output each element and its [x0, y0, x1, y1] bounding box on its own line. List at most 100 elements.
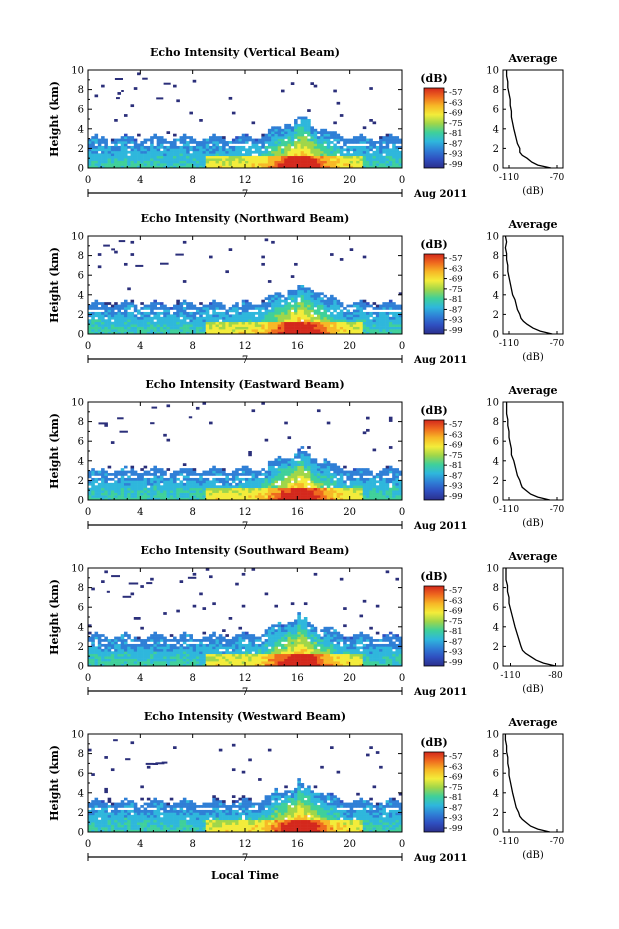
heatmap-cell — [127, 316, 131, 320]
heatmap-cell — [91, 145, 95, 149]
heatmap-cell — [231, 316, 236, 320]
heatmap-cell — [123, 495, 128, 498]
heatmap-cell — [398, 304, 403, 308]
heatmap-cell — [195, 307, 200, 310]
heatmap-cell — [218, 477, 223, 481]
heatmap-cell — [258, 153, 262, 157]
heatmap-cell — [195, 143, 200, 147]
heatmap-cell — [163, 653, 167, 657]
x-tick-label: 20 — [343, 175, 356, 186]
heatmap-cell — [88, 331, 92, 335]
heatmap-cell — [287, 297, 292, 300]
heatmap-cell — [166, 651, 171, 655]
heatmap-cell — [205, 651, 210, 655]
heatmap-cell — [104, 661, 108, 664]
heatmap-cell — [290, 299, 295, 303]
heatmap-cell — [333, 143, 337, 147]
heatmap-cell — [280, 468, 285, 471]
heatmap-cell — [130, 331, 135, 335]
heatmap-cell — [349, 319, 354, 323]
heatmap-cells — [88, 72, 403, 169]
heatmap-cell — [186, 663, 190, 667]
heatmap-cell — [339, 319, 344, 323]
heatmap-cell — [199, 326, 203, 330]
heatmap-cell — [120, 477, 125, 481]
heatmap-cell — [366, 331, 370, 335]
heatmap-cell — [261, 302, 265, 305]
heatmap-cell — [366, 480, 370, 484]
heatmap-cell — [277, 468, 282, 471]
heatmap-cell — [366, 163, 370, 166]
heatmap-cell — [392, 480, 396, 484]
heatmap-cell — [94, 487, 99, 491]
heatmap-cell — [107, 658, 112, 662]
heatmap-cell — [176, 155, 180, 159]
colorbar-tick-label: -69 — [449, 109, 463, 119]
heatmap-cell — [182, 646, 187, 650]
heatmap-cell — [258, 663, 262, 667]
heatmap-cell — [271, 468, 275, 471]
heatmap-cell — [133, 663, 138, 667]
heatmap-cell — [179, 648, 184, 652]
heatmap-cell — [333, 331, 337, 335]
heatmap-cell — [186, 153, 190, 157]
heatmap-cell — [231, 165, 236, 169]
heatmap-cell — [166, 131, 171, 134]
heatmap-cell — [238, 634, 243, 637]
heatmap-cell — [202, 165, 207, 169]
heatmap-cell — [117, 492, 122, 496]
heatmap-cell — [258, 321, 262, 325]
heatmap-cell — [173, 304, 177, 308]
heatmap-cell — [254, 163, 259, 166]
heatmap-cell — [205, 663, 210, 667]
heatmap-cell — [271, 136, 275, 139]
heatmap-cell — [307, 148, 311, 152]
heatmap-cell — [231, 487, 236, 491]
heatmap-cell — [104, 148, 108, 152]
heatmap-cell — [143, 331, 148, 335]
heatmap-cell — [94, 636, 99, 640]
heatmap-cell — [287, 158, 292, 161]
heatmap-cell — [212, 314, 216, 318]
heatmap-cell — [130, 651, 135, 655]
heatmap-cell — [366, 158, 370, 161]
heatmap-cell — [303, 646, 308, 650]
heatmap-cell — [280, 304, 285, 308]
heatmap-cell — [114, 319, 118, 323]
heatmap-cell — [123, 307, 128, 310]
heatmap-cell — [120, 304, 125, 308]
heatmap-cell — [163, 82, 171, 85]
heatmap-cell — [326, 329, 331, 332]
heatmap-cell — [313, 324, 318, 327]
heatmap-cell — [140, 585, 144, 588]
heatmap-cell — [287, 150, 292, 154]
heatmap-cell — [218, 150, 223, 154]
heatmap-cell — [261, 304, 265, 308]
colorbar-tick-label: -63 — [449, 430, 463, 440]
heatmap-cell — [117, 92, 122, 95]
heatmap-cell — [228, 331, 233, 335]
heatmap-cell — [225, 490, 229, 493]
heatmap-cell — [107, 477, 112, 481]
heatmap-cell — [156, 155, 161, 159]
heatmap-cell — [303, 314, 308, 318]
heatmap-cell — [235, 482, 239, 486]
heatmap-cell — [267, 158, 272, 161]
heatmap-cell — [199, 143, 203, 147]
heatmap-cell — [264, 629, 269, 632]
heatmap-cell — [372, 160, 377, 164]
heatmap-cell — [101, 648, 105, 652]
heatmap-cell — [173, 153, 177, 157]
heatmap-cell — [307, 624, 311, 628]
heatmap-cell — [202, 326, 207, 330]
heatmap-cell — [130, 465, 135, 469]
heatmap-cell — [107, 158, 112, 161]
heatmap-cell — [303, 311, 308, 315]
heatmap-cell — [336, 321, 341, 325]
heatmap-cell — [313, 150, 318, 154]
heatmap-cell — [290, 148, 295, 152]
heatmap-cell — [199, 643, 203, 647]
heatmap-cell — [349, 326, 354, 330]
heatmap-cell — [156, 639, 161, 642]
heatmap-cell — [104, 643, 108, 647]
